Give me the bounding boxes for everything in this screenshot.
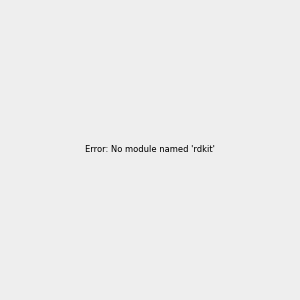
Text: Error: No module named 'rdkit': Error: No module named 'rdkit' bbox=[85, 146, 215, 154]
